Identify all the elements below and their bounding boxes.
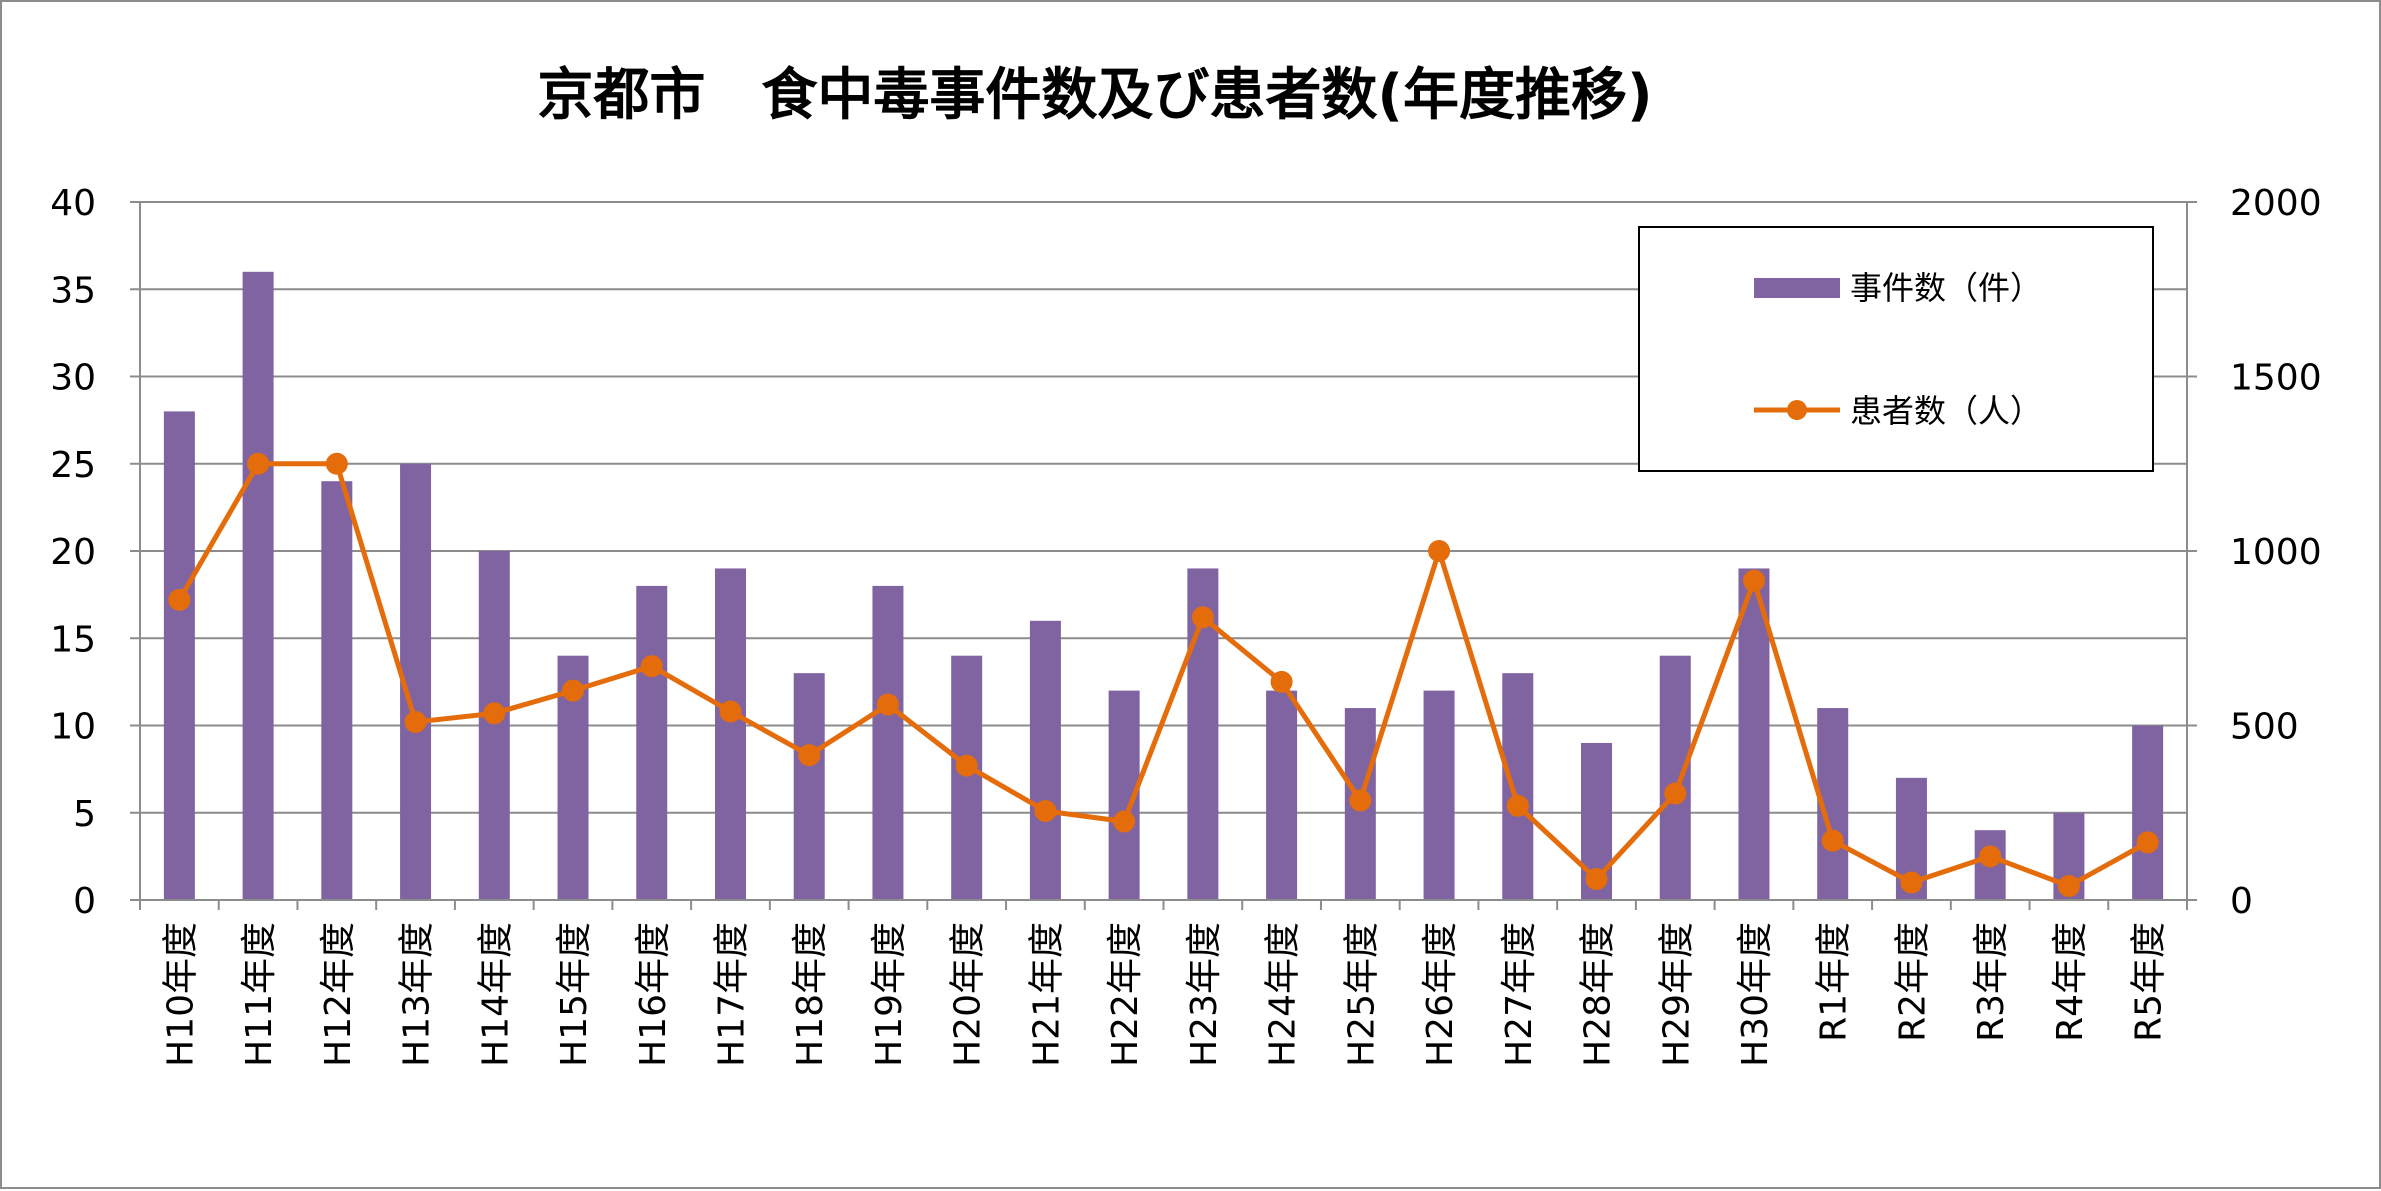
right-tick-label: 0: [2230, 881, 2253, 922]
legend-box: [1638, 226, 2154, 472]
right-tick-label: 500: [2230, 707, 2299, 748]
x-tick-label: R3年度: [1971, 922, 2012, 1042]
left-tick-label: 20: [50, 532, 96, 573]
line-point: [1506, 794, 1529, 817]
bar: [1659, 655, 1691, 900]
chart-title: 京都市 食中毒事件数及び患者数(年度推移): [537, 63, 1652, 128]
x-tick-label: H18年度: [790, 922, 831, 1067]
x-tick-label: H29年度: [1656, 922, 1697, 1067]
bar: [242, 271, 274, 900]
line-point: [719, 700, 742, 723]
bar: [478, 551, 510, 900]
legend: 事件数（件） 患者数（人）: [1638, 226, 2154, 472]
bar: [636, 585, 668, 900]
line-series-path: [177, 461, 2149, 889]
bar: [872, 585, 904, 900]
line-point: [483, 702, 506, 725]
line-point: [325, 452, 348, 475]
line-point: [2057, 875, 2080, 898]
x-tick-label: H22年度: [1105, 922, 1146, 1067]
x-tick-label: H24年度: [1263, 922, 1304, 1067]
x-tick-label: H14年度: [475, 922, 516, 1067]
line-point: [1349, 789, 1372, 812]
line-point: [1664, 782, 1687, 805]
legend-bar-swatch: [1754, 278, 1840, 298]
bar-series: [163, 271, 2164, 900]
x-tick-label: H16年度: [633, 922, 674, 1067]
line-point: [1979, 845, 2002, 868]
line-point: [1113, 810, 1136, 833]
x-tick-label: H28年度: [1578, 922, 1619, 1067]
x-tick-label: H12年度: [318, 922, 359, 1067]
line-point: [562, 679, 585, 702]
line-point: [955, 754, 978, 777]
bar: [321, 481, 353, 900]
right-tick-label: 1500: [2230, 358, 2322, 399]
x-tick-label: H26年度: [1420, 922, 1461, 1067]
left-tick-label: 25: [50, 445, 96, 486]
left-tick-label: 30: [50, 358, 96, 399]
legend-line-label: 患者数（人）: [1850, 392, 2042, 430]
line-point: [2136, 831, 2159, 854]
x-tick-label: H21年度: [1026, 922, 1067, 1067]
bar: [1423, 690, 1455, 900]
bar: [2132, 725, 2164, 900]
line-series-markers: [168, 452, 2159, 898]
line-point: [640, 655, 663, 678]
legend-bar-label: 事件数（件）: [1850, 269, 2042, 307]
bar: [714, 568, 746, 900]
line-point: [1821, 829, 1844, 852]
x-tick-label: H11年度: [239, 922, 280, 1067]
left-axis-ticks: 0 5 10 15 20 25 30 35 40: [50, 183, 140, 922]
left-tick-label: 0: [73, 881, 96, 922]
x-tick-label: H13年度: [397, 922, 438, 1067]
line-point: [404, 711, 427, 734]
line-point: [1270, 670, 1293, 693]
legend-line-marker: [1787, 400, 1807, 420]
x-tick-label: H27年度: [1499, 922, 1540, 1067]
bar: [1502, 673, 1534, 900]
x-tick-label: H17年度: [711, 922, 752, 1067]
line-point: [1034, 800, 1057, 823]
left-tick-label: 15: [50, 619, 96, 660]
left-tick-label: 10: [50, 707, 96, 748]
bar: [1738, 568, 1770, 900]
line-point: [1742, 569, 1765, 592]
line-point: [247, 452, 270, 475]
left-tick-label: 40: [50, 183, 96, 224]
line-point: [168, 588, 191, 611]
x-tick-label: R2年度: [1892, 922, 1933, 1042]
line-point: [1900, 871, 1923, 894]
x-tick-label: H23年度: [1184, 922, 1225, 1067]
bar: [1266, 690, 1298, 900]
left-tick-label: 5: [73, 794, 96, 835]
line-point: [798, 744, 821, 767]
line-point: [1585, 868, 1608, 891]
bar: [1029, 620, 1061, 900]
right-tick-label: 1000: [2230, 532, 2322, 573]
right-axis-ticks: 0 500 1000 1500 2000: [2187, 183, 2322, 922]
bar: [793, 673, 825, 900]
left-tick-label: 35: [50, 270, 96, 311]
x-tick-label: H30年度: [1735, 922, 1776, 1067]
x-tick-label: H15年度: [554, 922, 595, 1067]
x-tick-label: H10年度: [160, 922, 201, 1067]
line-point: [1191, 606, 1214, 629]
x-tick-label: H19年度: [869, 922, 910, 1067]
right-tick-label: 2000: [2230, 183, 2322, 224]
x-axis-labels: H10年度 H11年度 H12年度 H13年度 H14年度 H15年度 H16年度 H17年度…: [160, 922, 2169, 1067]
x-tick-label: R5年度: [2129, 922, 2170, 1042]
line-point: [876, 693, 899, 716]
x-tick-label: R1年度: [1814, 922, 1855, 1042]
x-tick-label: H25年度: [1341, 922, 1382, 1067]
x-tick-label: R4年度: [2050, 922, 2091, 1042]
bar: [163, 411, 195, 900]
bar: [951, 655, 983, 900]
line-point: [1428, 540, 1451, 562]
x-tick-label: H20年度: [948, 922, 989, 1067]
